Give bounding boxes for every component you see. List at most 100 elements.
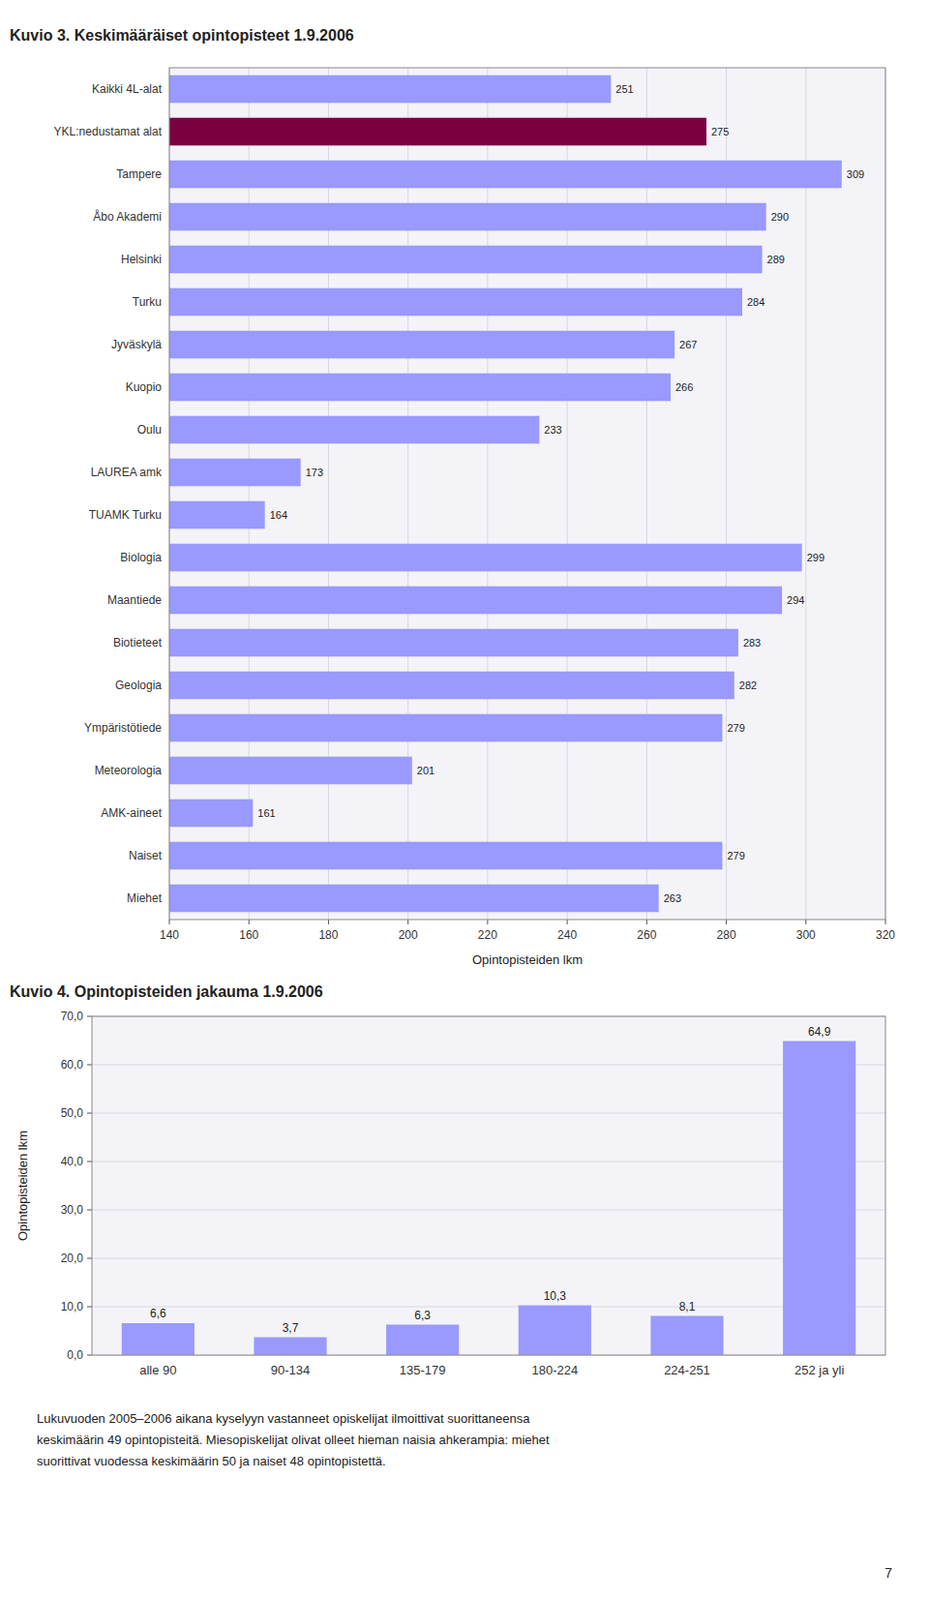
bar xyxy=(169,841,722,870)
x-tick-label: 135-179 xyxy=(399,1362,447,1378)
bars xyxy=(169,75,842,913)
footnote-line: suorittivat vuodessa keskimäärin 50 ja n… xyxy=(36,1453,387,1469)
bar xyxy=(169,373,671,402)
grid-line xyxy=(91,1209,886,1211)
tick-mark xyxy=(567,919,569,925)
bar xyxy=(650,1316,723,1356)
tick-mark xyxy=(407,919,409,925)
x-tick-label: 240 xyxy=(557,928,577,942)
grid-line xyxy=(567,67,569,920)
data-label: 8,1 xyxy=(679,1299,696,1314)
tick-mark xyxy=(87,1016,92,1018)
grid-line xyxy=(486,67,488,920)
data-label: 282 xyxy=(739,679,757,691)
bar xyxy=(169,799,253,828)
bar xyxy=(169,884,660,913)
x-tick-label: 180 xyxy=(318,928,338,942)
bar xyxy=(386,1324,459,1356)
data-label: 263 xyxy=(663,892,682,904)
bar xyxy=(169,160,842,189)
footnote: Lukuvuoden 2005–2006 aikana kyselyyn vas… xyxy=(36,1410,550,1469)
y-tick-label: Turku xyxy=(132,295,162,309)
bar xyxy=(169,543,803,572)
y-tick-label: Ympäristötiede xyxy=(84,720,162,735)
x-tick-label: 260 xyxy=(636,928,657,942)
bar xyxy=(169,245,763,274)
y-tick-label: Åbo Akademi xyxy=(92,209,162,224)
grid-line xyxy=(91,1161,886,1163)
data-label: 201 xyxy=(417,764,435,777)
grid-line xyxy=(91,1306,886,1308)
data-label: 267 xyxy=(679,338,697,351)
footnote-line: Lukuvuoden 2005–2006 aikana kyselyyn vas… xyxy=(36,1410,531,1426)
y-tick-label: Jyväskylä xyxy=(111,337,162,352)
data-label: 251 xyxy=(615,83,633,95)
data-label: 294 xyxy=(786,594,805,606)
x-tick-label: 180-224 xyxy=(531,1362,578,1378)
y-tick-label: 50,0 xyxy=(60,1106,85,1120)
tick-mark xyxy=(87,1064,92,1066)
tick-mark xyxy=(87,1209,92,1211)
x-tick-label: 200 xyxy=(398,928,419,942)
y-tick-label: Tampere xyxy=(116,167,162,181)
grid-line xyxy=(328,67,330,920)
bar xyxy=(169,458,301,487)
bars xyxy=(121,1041,857,1356)
grid-line xyxy=(91,1112,886,1114)
y-tick-label: LAUREA amk xyxy=(90,465,163,480)
data-label: 233 xyxy=(543,423,562,436)
grid-line xyxy=(248,67,250,920)
y-tick-label: Oulu xyxy=(137,422,162,437)
tick-mark xyxy=(248,919,250,925)
data-label: 279 xyxy=(726,849,745,862)
y-tick-label: 70,0 xyxy=(60,1009,85,1023)
x-tick-label: 224-251 xyxy=(663,1362,711,1378)
x-tick-label: 220 xyxy=(478,928,498,942)
bar xyxy=(169,416,540,445)
x-tick-label: 300 xyxy=(796,928,816,942)
bar xyxy=(253,1337,327,1356)
bar xyxy=(169,756,413,785)
grid-line xyxy=(805,67,807,920)
bar xyxy=(169,586,782,615)
data-label: 283 xyxy=(743,636,761,649)
x-tick-label: 140 xyxy=(159,928,180,942)
grid-line xyxy=(91,1258,886,1259)
x-axis-label: Opintopisteiden lkm xyxy=(472,952,583,967)
y-tick-label: 10,0 xyxy=(60,1299,85,1314)
plot-background xyxy=(91,1016,886,1355)
chart-1: Kuvio 3. Keskimääräiset opintopisteet 1.… xyxy=(0,27,896,967)
y-tick-label: Biotieteet xyxy=(113,635,163,650)
data-label: 64,9 xyxy=(808,1024,832,1039)
plot-frame xyxy=(169,67,886,920)
y-tick-label: Geologia xyxy=(115,678,162,692)
tick-mark xyxy=(646,919,648,925)
bar xyxy=(169,714,722,743)
data-label: 161 xyxy=(257,807,275,819)
chart-2: Kuvio 4. Opintopisteiden jakauma 1.9.200… xyxy=(9,983,886,1378)
y-tick-label: 40,0 xyxy=(60,1154,85,1169)
bar xyxy=(169,671,735,700)
y-tick-label: Naiset xyxy=(128,848,163,863)
tick-mark xyxy=(805,919,807,925)
grid-line xyxy=(91,1064,886,1066)
data-label: 173 xyxy=(305,466,324,479)
y-axis-label: Opintopisteiden lkm xyxy=(15,1130,30,1241)
data-label: 290 xyxy=(771,210,789,223)
data-label: 309 xyxy=(846,168,865,180)
data-label: 164 xyxy=(269,509,288,521)
y-tick-label: Maantiede xyxy=(107,593,162,607)
y-tick-label: Meteorologia xyxy=(94,763,163,778)
bar xyxy=(169,330,675,360)
bar xyxy=(169,118,707,147)
tick-mark xyxy=(87,1306,92,1308)
y-tick-label: Kaikki 4L-alat xyxy=(91,82,163,96)
y-tick-label: Biologia xyxy=(119,550,162,565)
bar xyxy=(169,629,739,658)
bar xyxy=(169,501,266,530)
page: Kuvio 3. Keskimääräiset opintopisteet 1.… xyxy=(0,0,929,1600)
y-tick-label: 20,0 xyxy=(60,1251,85,1265)
plot-frame xyxy=(91,1016,886,1355)
bar xyxy=(782,1041,856,1356)
data-label: 279 xyxy=(726,721,745,734)
